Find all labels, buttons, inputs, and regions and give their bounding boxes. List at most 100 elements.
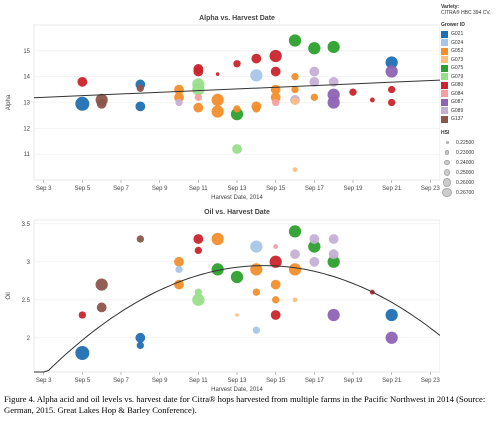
x-tick-label: Sep 11 (189, 186, 208, 192)
data-point-g080[interactable] (369, 97, 375, 103)
data-point-g084[interactable] (272, 98, 280, 107)
data-point-g079[interactable] (232, 144, 242, 154)
data-point-g089[interactable] (309, 234, 320, 244)
data-point-g079[interactable] (194, 288, 202, 296)
grower-legend-item[interactable]: G075 (441, 64, 497, 73)
grower-legend-item[interactable]: G024 (441, 39, 497, 48)
grower-legend-item[interactable]: G087 (441, 98, 497, 107)
data-point-g075[interactable] (230, 107, 244, 121)
data-point-g080[interactable] (251, 53, 262, 64)
data-point-g073[interactable] (291, 97, 299, 105)
data-point-g087[interactable] (385, 65, 398, 78)
data-point-g087[interactable] (327, 308, 340, 322)
data-point-g137[interactable] (136, 235, 144, 243)
data-point-g080[interactable] (349, 88, 357, 96)
data-point-g137[interactable] (95, 278, 108, 291)
data-point-g075[interactable] (327, 255, 340, 268)
data-point-g024[interactable] (252, 326, 260, 334)
data-point-g052[interactable] (174, 279, 184, 290)
data-point-g080[interactable] (233, 60, 241, 68)
data-point-g080[interactable] (388, 85, 396, 94)
data-point-g052[interactable] (270, 92, 281, 103)
data-point-g052[interactable] (288, 263, 302, 276)
data-point-g052[interactable] (233, 105, 241, 113)
grower-legend-item[interactable]: G084 (441, 90, 497, 99)
data-point-g021[interactable] (385, 56, 398, 69)
data-point-g052[interactable] (252, 105, 260, 113)
data-point-g021[interactable] (75, 96, 90, 111)
data-point-g075[interactable] (308, 240, 321, 253)
data-point-g080[interactable] (78, 311, 86, 319)
data-point-g137[interactable] (96, 98, 107, 109)
variety-value[interactable]: CITRA® HBC 394 CV. (441, 10, 491, 16)
data-point-g084[interactable] (194, 93, 202, 101)
grower-legend-item[interactable]: G021 (441, 30, 497, 39)
data-point-g089[interactable] (309, 66, 320, 77)
data-point-g089[interactable] (175, 98, 183, 107)
data-point-g080[interactable] (269, 255, 282, 268)
data-point-g052[interactable] (291, 73, 299, 81)
data-point-g079[interactable] (192, 293, 205, 306)
data-point-g075[interactable] (288, 225, 302, 238)
data-point-g080[interactable] (77, 76, 88, 87)
data-point-g075[interactable] (308, 42, 321, 55)
data-point-g052[interactable] (211, 93, 224, 107)
data-point-g021[interactable] (136, 341, 144, 350)
data-point-g075[interactable] (211, 263, 224, 276)
data-point-g052[interactable] (174, 256, 184, 267)
data-point-g052[interactable] (272, 296, 280, 304)
data-point-g021[interactable] (385, 308, 398, 322)
data-point-g052[interactable] (310, 93, 318, 101)
data-point-g021[interactable] (75, 346, 90, 360)
x-tick-label: Sep 3 (36, 186, 52, 192)
data-point-g052[interactable] (252, 288, 260, 296)
grower-label: G087 (451, 99, 464, 106)
data-point-g137[interactable] (136, 84, 144, 92)
grower-legend-item[interactable]: G073 (441, 56, 497, 65)
data-point-g087[interactable] (385, 331, 398, 344)
data-point-g073[interactable] (292, 297, 298, 303)
data-point-g052[interactable] (193, 102, 204, 113)
data-point-g079[interactable] (192, 83, 205, 96)
grower-legend-item[interactable]: G079 (441, 73, 497, 82)
data-point-g089[interactable] (328, 249, 339, 260)
data-point-g089[interactable] (309, 76, 320, 87)
data-point-g024[interactable] (250, 240, 263, 253)
data-point-g080[interactable] (215, 72, 220, 76)
data-point-g080[interactable] (193, 66, 204, 77)
data-point-g080[interactable] (270, 310, 281, 320)
data-point-g137[interactable] (96, 302, 107, 313)
data-point-g089[interactable] (290, 249, 300, 260)
data-point-g073[interactable] (235, 313, 239, 317)
data-point-g052[interactable] (211, 232, 224, 246)
x-tick-label: Sep 23 (421, 378, 440, 384)
data-point-g052[interactable] (291, 85, 299, 94)
data-point-g021[interactable] (135, 101, 146, 112)
data-point-g024[interactable] (250, 69, 263, 82)
data-point-g080[interactable] (270, 66, 281, 77)
grower-legend-item[interactable]: G052 (441, 47, 497, 56)
data-point-g084[interactable] (273, 244, 279, 250)
grower-legend-item[interactable]: G089 (441, 107, 497, 116)
data-point-g052[interactable] (270, 279, 281, 290)
data-point-g075[interactable] (327, 40, 340, 54)
data-point-g024[interactable] (175, 265, 183, 274)
data-point-g087[interactable] (327, 96, 340, 109)
data-point-g052[interactable] (174, 92, 184, 103)
data-point-g089[interactable] (328, 234, 339, 244)
data-point-g075[interactable] (230, 270, 244, 284)
data-point-g052[interactable] (250, 263, 263, 276)
data-point-g089[interactable] (309, 256, 320, 267)
data-point-g080[interactable] (193, 234, 204, 244)
data-point-g080[interactable] (388, 98, 396, 107)
data-point-g021[interactable] (135, 332, 146, 343)
data-point-g075[interactable] (288, 34, 302, 47)
hsi-size-marker (445, 141, 449, 144)
data-point-g052[interactable] (211, 105, 224, 118)
data-point-g080[interactable] (269, 49, 282, 63)
grower-legend-item[interactable]: G137 (441, 115, 497, 124)
data-point-g080[interactable] (194, 246, 202, 255)
grower-legend-item[interactable]: G080 (441, 81, 497, 90)
grower-swatch (441, 98, 448, 106)
data-point-g073[interactable] (292, 167, 298, 173)
